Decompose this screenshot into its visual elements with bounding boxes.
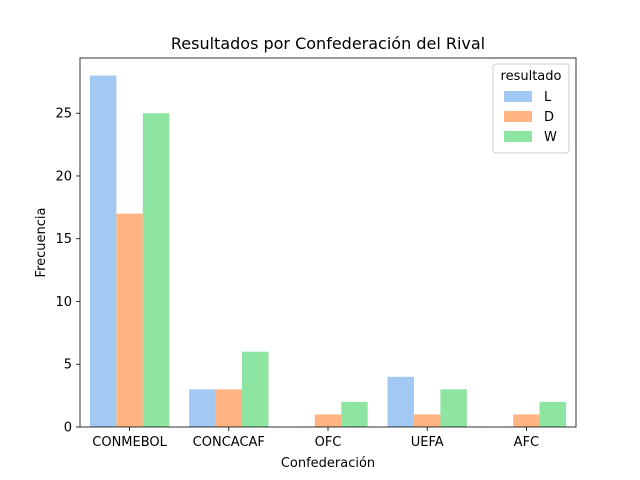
- bar-L-CONMEBOL: [89, 75, 117, 428]
- bar-W-UEFA: [440, 389, 467, 427]
- plot-frame: [79, 57, 577, 428]
- x-tick-label: CONCACAF: [193, 435, 265, 450]
- bar-D-OFC: [314, 414, 342, 427]
- legend-swatch-L: [504, 91, 532, 102]
- x-axis: CONMEBOL CONCACAF OFC UEFA AFC: [92, 427, 539, 450]
- chart-title: Resultados por Confederación del Rival: [171, 34, 485, 53]
- y-tick-label: 15: [55, 232, 72, 247]
- x-axis-label: Confederación: [281, 456, 375, 471]
- bar-D-AFC: [513, 414, 540, 427]
- bar-W-AFC: [539, 401, 567, 427]
- legend-swatch-W: [504, 131, 532, 142]
- bar-L-CONCACAF: [189, 389, 216, 427]
- legend-box: [492, 63, 570, 154]
- x-tick-label: UEFA: [411, 435, 444, 450]
- y-tick-label: 10: [55, 295, 72, 310]
- y-tick-label: 20: [55, 169, 72, 184]
- x-tick-label: CONMEBOL: [92, 435, 167, 450]
- y-axis: 0 5 10 15 20 25: [55, 107, 80, 436]
- bar-W-CONMEBOL: [142, 113, 170, 427]
- y-tick-label: 25: [55, 107, 72, 122]
- bar-W-CONCACAF: [242, 351, 269, 427]
- bar-D-UEFA: [413, 414, 441, 427]
- legend-label-W: W: [544, 130, 557, 145]
- legend-swatch-D: [504, 111, 532, 122]
- bar-W-OFC: [341, 401, 368, 427]
- bar-D-CONCACAF: [215, 389, 243, 427]
- bars: [89, 75, 567, 428]
- bar-D-CONMEBOL: [116, 213, 143, 427]
- legend: resultado LDW: [492, 63, 570, 154]
- bar-L-UEFA: [387, 376, 414, 427]
- legend-title: resultado: [501, 69, 562, 84]
- x-tick-label: OFC: [315, 435, 342, 450]
- y-tick-label: 5: [64, 358, 72, 373]
- legend-label-L: L: [544, 90, 552, 105]
- legend-label-D: D: [544, 110, 554, 125]
- y-axis-label: Frecuencia: [34, 208, 49, 278]
- x-tick-label: AFC: [514, 435, 539, 450]
- y-tick-label: 0: [64, 421, 72, 436]
